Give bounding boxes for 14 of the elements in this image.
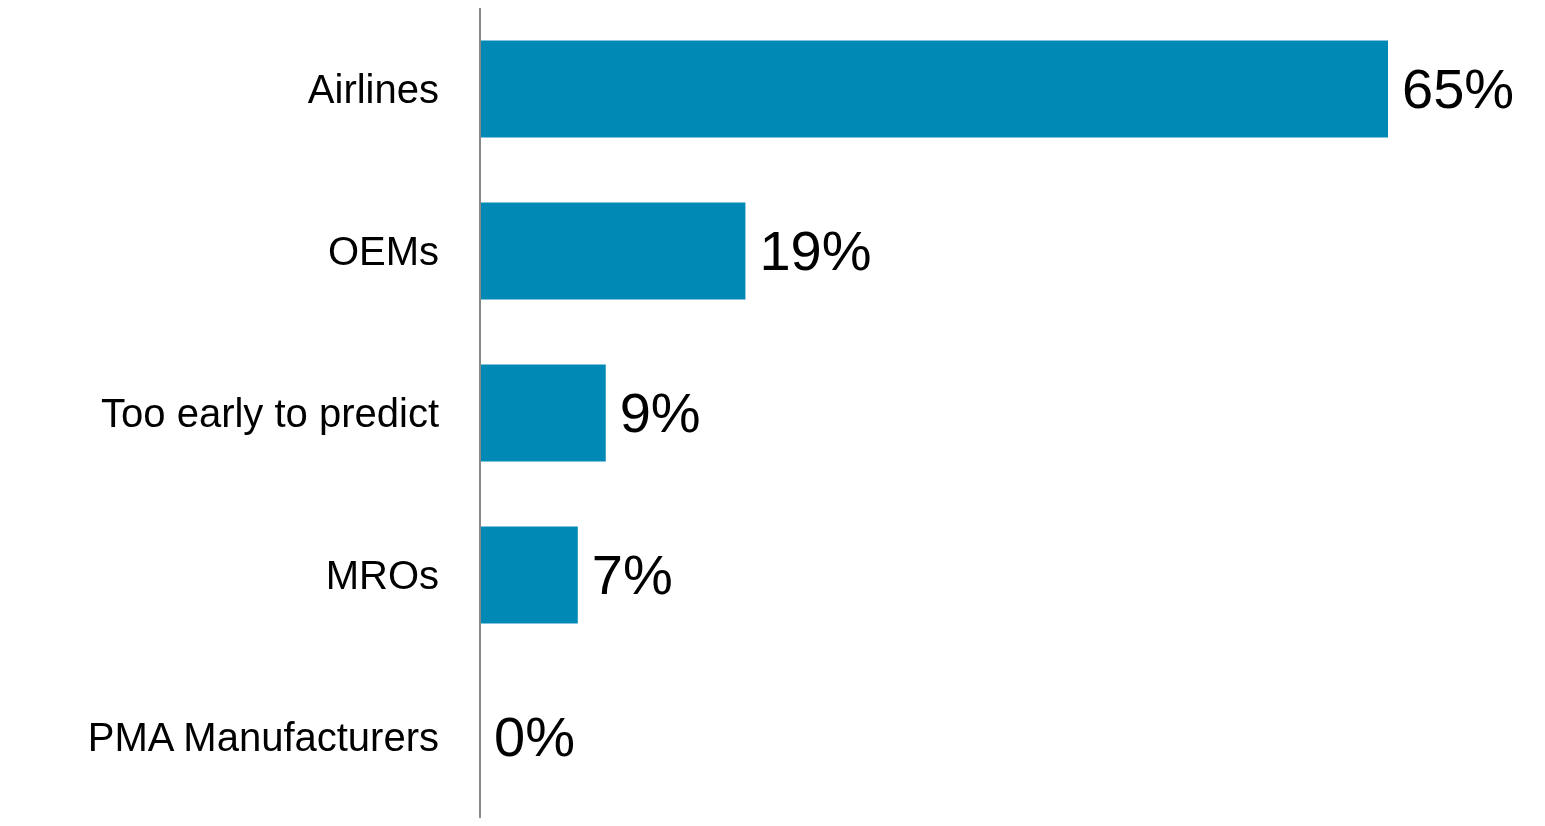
data-label: 65% xyxy=(1402,57,1515,121)
y-tick-label: OEMs xyxy=(327,229,439,274)
y-tick-label: Airlines xyxy=(307,67,439,112)
bar xyxy=(480,40,1388,138)
data-label: 0% xyxy=(494,705,575,769)
bar xyxy=(480,526,578,624)
bar xyxy=(480,202,746,300)
y-tick-label: MROs xyxy=(325,553,439,598)
data-label: 9% xyxy=(619,381,701,445)
bar xyxy=(480,364,606,462)
data-label: 19% xyxy=(759,219,872,283)
y-tick-label: Too early to predict xyxy=(101,391,439,436)
y-tick-label: PMA Manufacturers xyxy=(87,715,439,760)
data-label: 7% xyxy=(591,543,673,607)
